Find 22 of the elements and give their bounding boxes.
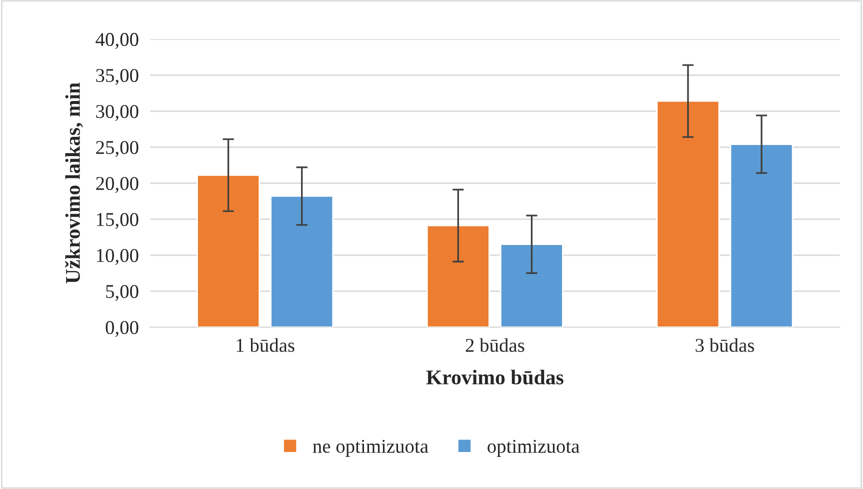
bar [426, 224, 490, 328]
bar [656, 100, 720, 328]
x-tick-label: 2 būdas [466, 338, 524, 352]
bar [500, 244, 564, 328]
y-tick-label: 20,00 [96, 176, 138, 193]
y-tick-label: 5,00 [106, 284, 138, 301]
bar [196, 174, 260, 328]
y-tick-label: 15,00 [97, 212, 138, 229]
y-tick-label: 10,00 [97, 248, 138, 265]
legend-label: ne optimizuota [312, 440, 428, 457]
x-axis-title: Krovimo būdas [426, 370, 564, 384]
y-tick-label: 30,00 [96, 104, 138, 121]
y-tick-label: 0,00 [106, 320, 138, 337]
y-tick-label: 40,00 [96, 32, 138, 49]
y-axis-title: Užkrovimo laikas, min [65, 82, 83, 284]
bar [730, 144, 794, 328]
y-tick-label: 35,00 [96, 68, 138, 85]
x-tick-label: 1 būdas [236, 338, 294, 352]
bar [270, 195, 334, 328]
legend-label: optimizuota [488, 440, 580, 457]
x-tick-label: 3 būdas [696, 338, 754, 352]
y-tick-label: 25,00 [96, 140, 138, 157]
